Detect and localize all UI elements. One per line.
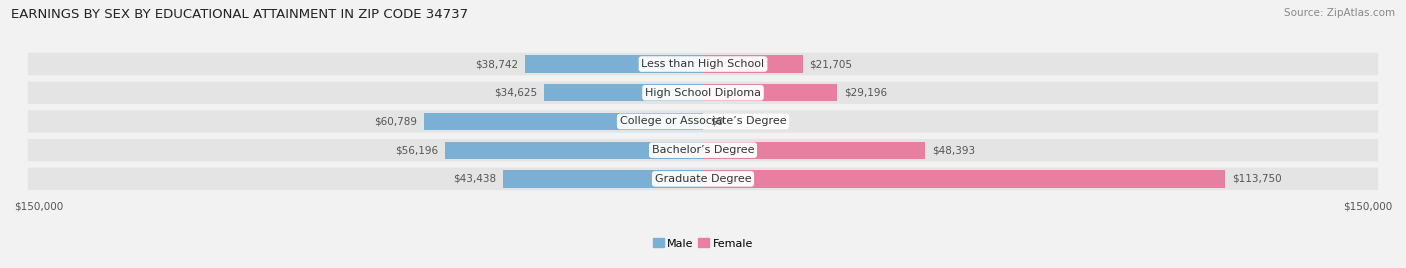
Text: $150,000: $150,000	[14, 201, 63, 211]
Text: $21,705: $21,705	[810, 59, 852, 69]
Text: $43,438: $43,438	[454, 174, 496, 184]
Text: $34,625: $34,625	[494, 88, 537, 98]
FancyBboxPatch shape	[28, 81, 1378, 104]
Text: $29,196: $29,196	[844, 88, 887, 98]
Text: $48,393: $48,393	[932, 145, 976, 155]
Text: Less than High School: Less than High School	[641, 59, 765, 69]
Text: $0: $0	[710, 117, 723, 126]
Text: Source: ZipAtlas.com: Source: ZipAtlas.com	[1284, 8, 1395, 18]
Bar	[544, 84, 703, 101]
Bar	[703, 55, 803, 73]
Text: $113,750: $113,750	[1232, 174, 1282, 184]
Text: $56,196: $56,196	[395, 145, 439, 155]
Text: Bachelor’s Degree: Bachelor’s Degree	[652, 145, 754, 155]
Text: $150,000: $150,000	[1343, 201, 1392, 211]
Legend: Male, Female: Male, Female	[652, 239, 754, 248]
Text: $38,742: $38,742	[475, 59, 519, 69]
Bar	[703, 142, 925, 159]
Bar	[703, 84, 837, 101]
Bar	[444, 142, 703, 159]
Bar	[703, 170, 1226, 188]
FancyBboxPatch shape	[28, 168, 1378, 190]
FancyBboxPatch shape	[28, 139, 1378, 161]
Text: College or Associate’s Degree: College or Associate’s Degree	[620, 117, 786, 126]
Bar	[524, 55, 703, 73]
Bar	[423, 113, 703, 130]
Text: Graduate Degree: Graduate Degree	[655, 174, 751, 184]
FancyBboxPatch shape	[28, 53, 1378, 75]
FancyBboxPatch shape	[28, 110, 1378, 133]
Text: EARNINGS BY SEX BY EDUCATIONAL ATTAINMENT IN ZIP CODE 34737: EARNINGS BY SEX BY EDUCATIONAL ATTAINMEN…	[11, 8, 468, 21]
Text: High School Diploma: High School Diploma	[645, 88, 761, 98]
Bar	[503, 170, 703, 188]
Text: $60,789: $60,789	[374, 117, 418, 126]
